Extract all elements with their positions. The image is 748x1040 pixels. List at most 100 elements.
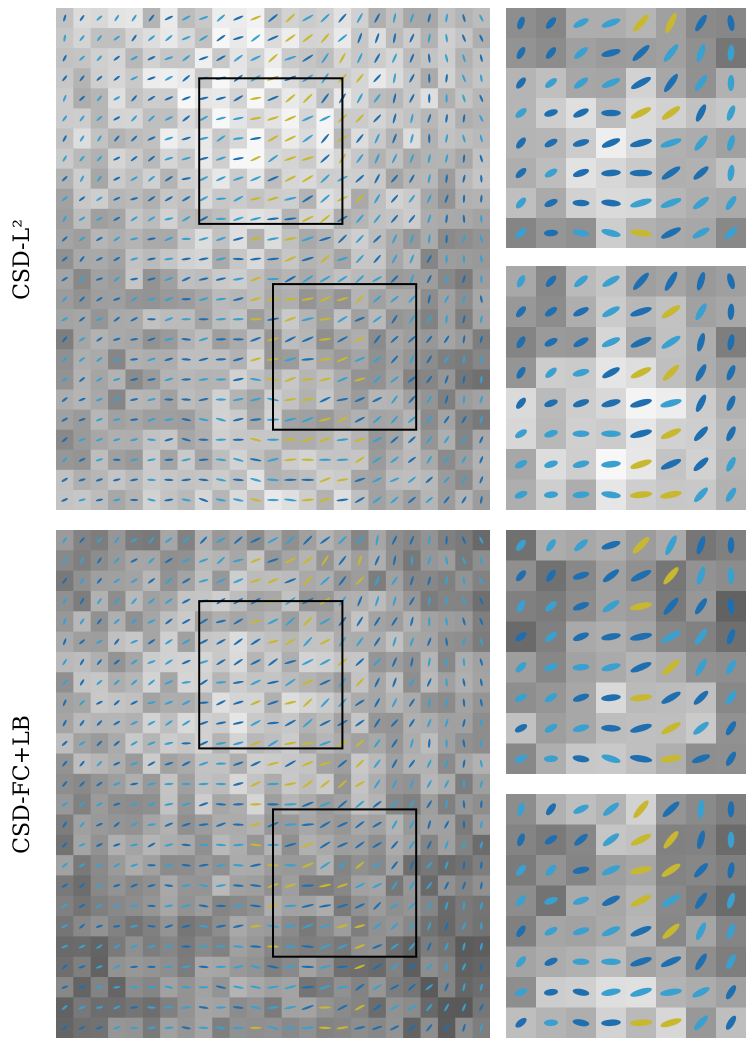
odf-glyph [165, 577, 173, 584]
odf-glyph [114, 135, 120, 142]
odf-glyph [318, 904, 332, 908]
odf-glyph [694, 598, 708, 615]
odf-glyph [319, 761, 331, 766]
odf-glyph [232, 558, 244, 563]
odf-glyph [250, 679, 261, 686]
odf-glyph [113, 964, 121, 969]
odf-glyph [603, 802, 619, 816]
odf-glyph [544, 138, 558, 148]
odf-glyph [545, 78, 557, 88]
odf-glyph [130, 986, 139, 989]
odf-glyph [444, 983, 449, 992]
odf-glyph [727, 598, 735, 615]
odf-glyph [462, 74, 466, 83]
odf-glyph [232, 945, 244, 948]
odf-glyph [630, 662, 652, 673]
odf-glyph [462, 840, 466, 850]
odf-glyph [164, 156, 174, 161]
odf-glyph [480, 194, 483, 203]
odf-glyph [480, 74, 483, 83]
odf-glyph [148, 598, 155, 605]
odf-glyph [661, 227, 681, 239]
odf-glyph [572, 988, 590, 996]
odf-glyph [319, 638, 331, 645]
odf-glyph [516, 600, 526, 613]
odf-glyph [301, 1005, 314, 1010]
odf-glyph [181, 965, 191, 969]
odf-glyph [427, 33, 431, 43]
odf-glyph [301, 378, 315, 381]
odf-glyph [181, 782, 192, 786]
odf-glyph [391, 861, 398, 870]
odf-glyph [181, 498, 191, 502]
odf-glyph [426, 335, 433, 344]
odf-glyph [79, 115, 85, 122]
odf-glyph [602, 569, 620, 583]
odf-glyph [479, 638, 484, 646]
odf-glyph [516, 137, 526, 149]
odf-glyph [630, 569, 652, 582]
odf-glyph [303, 93, 313, 103]
odf-glyph [233, 578, 244, 584]
odf-glyph [232, 417, 244, 422]
odf-glyph [355, 800, 365, 808]
odf-glyph [113, 116, 121, 121]
odf-glyph [250, 781, 261, 787]
odf-glyph [479, 902, 483, 910]
odf-glyph [164, 965, 174, 969]
odf-glyph [544, 835, 558, 845]
odf-glyph [164, 236, 174, 242]
odf-glyph [147, 823, 156, 826]
odf-glyph [355, 861, 365, 870]
odf-glyph [444, 922, 449, 931]
odf-glyph [147, 438, 156, 441]
odf-glyph [301, 923, 314, 929]
odf-glyph [572, 896, 590, 905]
odf-glyph [302, 780, 313, 788]
odf-glyph [113, 55, 120, 61]
odf-glyph [62, 638, 67, 646]
odf-glyph [354, 397, 366, 402]
odf-glyph [409, 718, 415, 728]
odf-glyph [318, 358, 332, 361]
odf-glyph [232, 176, 244, 181]
odf-glyph [409, 820, 415, 830]
odf-glyph [630, 723, 652, 733]
odf-glyph [130, 197, 139, 201]
odf-glyph [96, 155, 103, 162]
odf-glyph [233, 54, 243, 62]
odf-glyph [410, 616, 414, 627]
odf-glyph [62, 135, 67, 142]
odf-glyph [215, 1006, 227, 1009]
odf-glyph [337, 416, 348, 423]
odf-glyph [407, 964, 417, 970]
odf-glyph [374, 616, 381, 627]
odf-glyph [285, 13, 296, 23]
odf-glyph [544, 109, 558, 117]
odf-glyph [427, 901, 432, 911]
odf-glyph [249, 904, 262, 908]
odf-glyph [462, 475, 466, 484]
odf-glyph [726, 456, 736, 472]
odf-glyph [339, 52, 346, 64]
odf-glyph [372, 496, 382, 504]
odf-glyph [514, 460, 528, 469]
odf-glyph [462, 154, 466, 163]
odf-glyph [629, 229, 653, 237]
odf-glyph [113, 598, 120, 604]
odf-glyph [462, 114, 466, 123]
odf-zoom-svg [506, 266, 746, 510]
odf-glyph [62, 781, 68, 787]
odf-glyph [409, 93, 415, 103]
odf-glyph [480, 678, 483, 687]
odf-glyph [546, 803, 556, 816]
odf-glyph [338, 234, 347, 244]
odf-glyph [301, 156, 314, 161]
odf-glyph [392, 113, 397, 124]
odf-glyph [303, 636, 313, 647]
odf-glyph [215, 822, 226, 827]
odf-glyph [445, 254, 448, 264]
odf-glyph [392, 133, 397, 144]
odf-glyph [444, 820, 449, 829]
odf-glyph [662, 801, 680, 818]
